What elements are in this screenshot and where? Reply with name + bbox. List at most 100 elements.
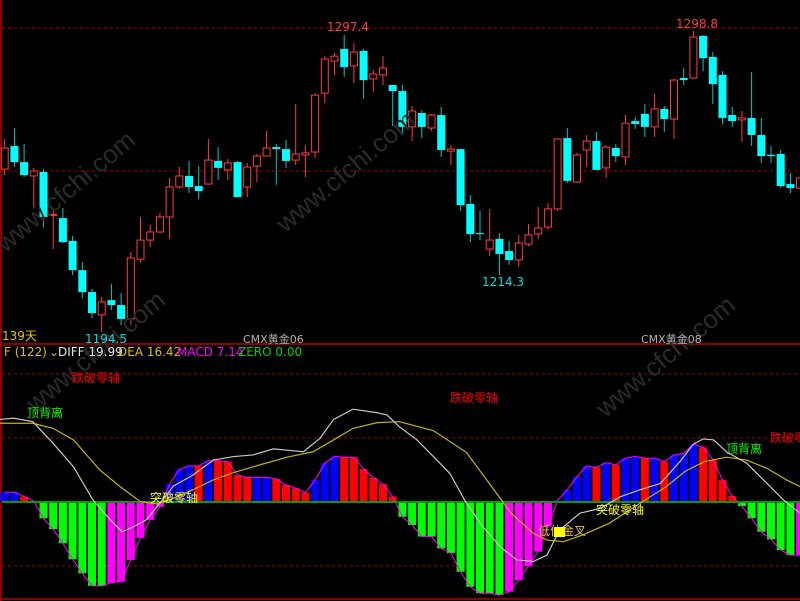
candle-down	[728, 115, 737, 122]
days-label: 139天	[2, 329, 37, 343]
macd-histogram-bar	[611, 464, 620, 502]
macd-histogram-bar	[68, 502, 77, 560]
macd-histogram-bar	[282, 485, 290, 502]
candle-down	[68, 240, 77, 271]
candle-down	[786, 184, 795, 189]
candle-up	[534, 227, 543, 235]
diff-line	[0, 408, 800, 563]
indicator-selector[interactable]: F (122) ⌄	[4, 345, 59, 359]
candle-down	[117, 305, 126, 319]
macd-histogram-bar	[262, 477, 271, 502]
macd-histogram-bar	[165, 484, 174, 502]
macd-histogram-bar	[0, 492, 9, 502]
macd-histogram-bar	[330, 456, 339, 502]
macd-histogram-bar	[243, 477, 252, 502]
candle-down	[747, 117, 756, 135]
candle-up	[408, 110, 417, 128]
macd-histogram-bar	[117, 502, 126, 582]
macd-histogram-bar	[592, 467, 601, 502]
indicator-name: F (122)	[4, 345, 47, 359]
candle-up	[796, 177, 800, 189]
candle-up	[146, 231, 155, 241]
macd-histogram-bar	[223, 461, 232, 502]
annotation-break-down-zero: 跌破零轴	[770, 431, 800, 445]
macd-histogram-bar	[408, 502, 417, 526]
macd-histogram-bar	[311, 479, 320, 502]
macd-histogram-bar	[136, 502, 145, 538]
candle-down	[708, 56, 717, 85]
candle-up	[165, 186, 174, 218]
macd-histogram-bar	[252, 477, 261, 502]
candle-down	[359, 50, 368, 81]
macd-histogram-bar	[446, 502, 455, 554]
chevron-down-icon[interactable]: ⌄	[48, 345, 60, 359]
macd-histogram-bar	[786, 502, 795, 556]
candle-down	[185, 175, 193, 187]
candle-down	[78, 270, 87, 293]
candle-down	[214, 160, 223, 168]
candle-up	[543, 208, 552, 228]
macd-histogram-bar	[689, 444, 698, 502]
candle-down	[233, 162, 242, 198]
candle-up	[330, 55, 339, 62]
candle-up	[175, 175, 184, 188]
histogram-outline	[4, 443, 800, 596]
macd-histogram-bar	[10, 492, 19, 502]
macd-histogram-bar	[417, 502, 426, 537]
dea-value: DEA 16.42	[118, 345, 182, 359]
candle-up	[291, 153, 300, 161]
annotation-top-divergence: 顶背离	[726, 442, 763, 456]
candle-up	[689, 36, 698, 79]
macd-histogram-bar	[126, 502, 135, 560]
candle-down	[107, 300, 116, 306]
annotation-break-down-zero: 跌破零轴	[72, 371, 121, 385]
macd-histogram-bar	[534, 502, 543, 552]
macd-histogram-bar	[737, 502, 746, 507]
macd-histogram-bar	[456, 502, 465, 572]
candle-down	[505, 251, 514, 260]
macd-histogram-bar	[233, 475, 242, 502]
candle-down	[466, 203, 475, 235]
candle-up	[602, 146, 611, 169]
macd-histogram-bar	[563, 489, 572, 502]
macd-histogram-bar	[640, 458, 649, 502]
macd-histogram-bar	[660, 461, 669, 502]
macd-histogram-bar	[146, 502, 155, 520]
macd-histogram-bar	[573, 476, 581, 502]
candle-up	[155, 216, 164, 233]
macd-histogram-bar	[757, 502, 766, 532]
macd-histogram-bar	[505, 502, 514, 592]
macd-histogram-bar	[427, 502, 436, 537]
macd-histogram-bar	[796, 502, 800, 556]
macd-histogram-bar	[272, 478, 281, 502]
high-price-label: 1297.4	[327, 20, 369, 34]
macd-histogram-bar	[49, 502, 58, 530]
diff-value: DIFF 19.99	[58, 345, 123, 359]
candle-up	[311, 94, 320, 153]
macd-histogram-bar	[214, 460, 223, 502]
candle-down	[660, 108, 669, 120]
macd-histogram-bar	[466, 502, 475, 587]
candle-down	[631, 121, 640, 124]
macd-histogram-bar	[728, 495, 737, 502]
candle-down	[10, 145, 19, 163]
candle-up	[262, 147, 271, 157]
candle-down	[20, 162, 29, 176]
candle-down	[437, 115, 446, 150]
macd-histogram-bar	[718, 479, 727, 502]
macd-histogram-bar	[155, 502, 164, 507]
candle-up	[49, 213, 58, 216]
candle-up	[252, 155, 261, 167]
macd-histogram-bar	[621, 458, 630, 502]
candle-up	[650, 108, 659, 128]
candle-down	[767, 154, 775, 157]
macd-histogram-bar	[20, 496, 29, 502]
macd-histogram-bar	[437, 502, 446, 549]
macd-histogram-bar	[359, 469, 368, 502]
macd-histogram-bar	[679, 453, 688, 502]
macd-histogram-bar	[175, 469, 184, 502]
macd-histogram-bar	[107, 502, 116, 583]
macd-histogram-bar	[320, 463, 329, 502]
